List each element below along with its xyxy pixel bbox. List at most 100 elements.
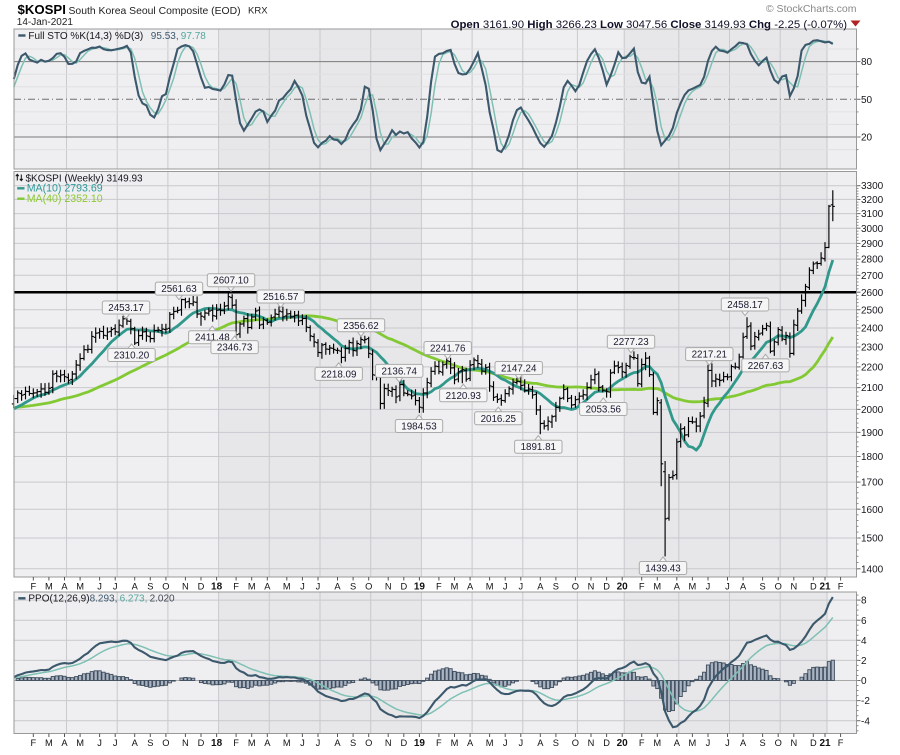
svg-text:S: S (147, 582, 153, 592)
svg-text:A: A (537, 738, 544, 748)
svg-text:S: S (350, 582, 356, 592)
svg-text:N: N (588, 738, 595, 748)
svg-text:D: D (400, 582, 407, 592)
svg-text:20: 20 (861, 133, 873, 144)
svg-text:S: S (553, 582, 559, 592)
svg-text:2218.09: 2218.09 (321, 369, 356, 380)
svg-text:D: D (603, 738, 610, 748)
svg-text:2277.23: 2277.23 (613, 337, 649, 348)
svg-text:18: 18 (211, 738, 223, 749)
svg-text:2241.76: 2241.76 (430, 344, 466, 355)
svg-text:2267.63: 2267.63 (748, 361, 784, 372)
svg-text:M: M (283, 738, 291, 748)
svg-text:D: D (400, 738, 407, 748)
svg-text:8: 8 (861, 596, 867, 607)
svg-text:1700: 1700 (861, 478, 884, 489)
svg-text:2200: 2200 (861, 363, 884, 374)
svg-text:MA(10) 2793.69: MA(10) 2793.69 (27, 183, 103, 195)
svg-text:2.020: 2.020 (150, 594, 175, 605)
svg-text:M: M (653, 738, 661, 748)
svg-text:2600: 2600 (861, 288, 884, 299)
svg-text:O: O (572, 738, 579, 748)
svg-text:J: J (97, 582, 102, 592)
svg-text:J: J (706, 582, 711, 592)
svg-text:M: M (248, 582, 256, 592)
svg-text:A: A (61, 582, 68, 592)
svg-text:J: J (97, 738, 102, 748)
svg-text:19: 19 (414, 738, 426, 749)
svg-text:2700: 2700 (861, 271, 884, 282)
svg-text:M: M (451, 738, 459, 748)
svg-text:1600: 1600 (861, 505, 884, 516)
svg-text:M: M (283, 582, 291, 592)
svg-text:1891.81: 1891.81 (521, 442, 556, 453)
svg-text:$KOSPI: $KOSPI (18, 2, 66, 17)
svg-text:O: O (162, 738, 169, 748)
svg-text:KRX: KRX (248, 6, 268, 17)
svg-text:1984.53: 1984.53 (401, 422, 437, 433)
svg-text:50: 50 (861, 95, 873, 106)
svg-text:3200: 3200 (861, 195, 884, 206)
svg-text:MA(40) 2352.10: MA(40) 2352.10 (27, 193, 103, 205)
svg-text:M: M (486, 738, 494, 748)
svg-text:4: 4 (861, 636, 867, 647)
svg-text:F: F (233, 582, 239, 592)
svg-text:A: A (132, 738, 139, 748)
svg-text:1439.43: 1439.43 (645, 564, 681, 575)
svg-text:Full STO %K(14,3) %D(3): Full STO %K(14,3) %D(3) (28, 31, 143, 42)
svg-text:O: O (365, 582, 372, 592)
svg-text:6.273,: 6.273, (120, 594, 148, 605)
svg-text:A: A (61, 738, 68, 748)
svg-text:1400: 1400 (861, 564, 884, 575)
svg-text:J: J (113, 738, 118, 748)
svg-text:14-Jan-2021: 14-Jan-2021 (17, 17, 74, 28)
svg-text:D: D (198, 738, 205, 748)
svg-text:A: A (334, 738, 341, 748)
svg-text:2561.63: 2561.63 (161, 284, 197, 295)
svg-text:18: 18 (211, 582, 223, 593)
svg-text:2: 2 (861, 656, 867, 667)
svg-text:F: F (639, 582, 645, 592)
svg-text:N: N (385, 582, 392, 592)
svg-text:J: J (725, 738, 730, 748)
svg-text:1800: 1800 (861, 452, 884, 463)
svg-text:M: M (45, 738, 53, 748)
svg-text:J: J (300, 582, 305, 592)
svg-text:2411.48: 2411.48 (195, 333, 230, 344)
svg-text:2500: 2500 (861, 305, 884, 316)
svg-text:J: J (503, 582, 508, 592)
svg-text:A: A (674, 738, 681, 748)
svg-text:2300: 2300 (861, 343, 884, 354)
svg-text:S: S (553, 738, 559, 748)
svg-text:J: J (113, 582, 118, 592)
svg-text:1900: 1900 (861, 428, 884, 439)
svg-text:2453.17: 2453.17 (108, 303, 143, 314)
svg-text:F: F (436, 738, 442, 748)
svg-text:S: S (759, 582, 765, 592)
svg-text:F: F (30, 738, 36, 748)
svg-text:N: N (385, 738, 392, 748)
svg-text:M: M (451, 582, 459, 592)
svg-text:80: 80 (861, 57, 873, 68)
svg-text:M: M (76, 738, 84, 748)
svg-text:2000: 2000 (861, 405, 884, 416)
svg-text:S: S (147, 738, 153, 748)
svg-text:19: 19 (414, 582, 426, 593)
svg-text:N: N (182, 738, 189, 748)
svg-text:A: A (467, 582, 474, 592)
svg-text:Open 3161.90 High 3266.23 Lo: Open 3161.90 High 3266.23 Low 3047.56 Cl… (451, 19, 848, 31)
svg-text:O: O (775, 582, 782, 592)
svg-text:F: F (233, 738, 239, 748)
svg-text:J: J (503, 738, 508, 748)
svg-text:2900: 2900 (861, 239, 884, 250)
svg-text:F: F (838, 582, 844, 592)
svg-text:2400: 2400 (861, 324, 884, 335)
svg-text:J: J (518, 738, 523, 748)
svg-text:8.293,: 8.293, (90, 594, 118, 605)
svg-text:2356.62: 2356.62 (343, 321, 378, 332)
svg-text:N: N (588, 582, 595, 592)
svg-text:N: N (790, 582, 797, 592)
svg-text:$KOSPI (Weekly) 3149.93: $KOSPI (Weekly) 3149.93 (26, 173, 144, 184)
svg-text:O: O (162, 582, 169, 592)
svg-text:S: S (350, 738, 356, 748)
